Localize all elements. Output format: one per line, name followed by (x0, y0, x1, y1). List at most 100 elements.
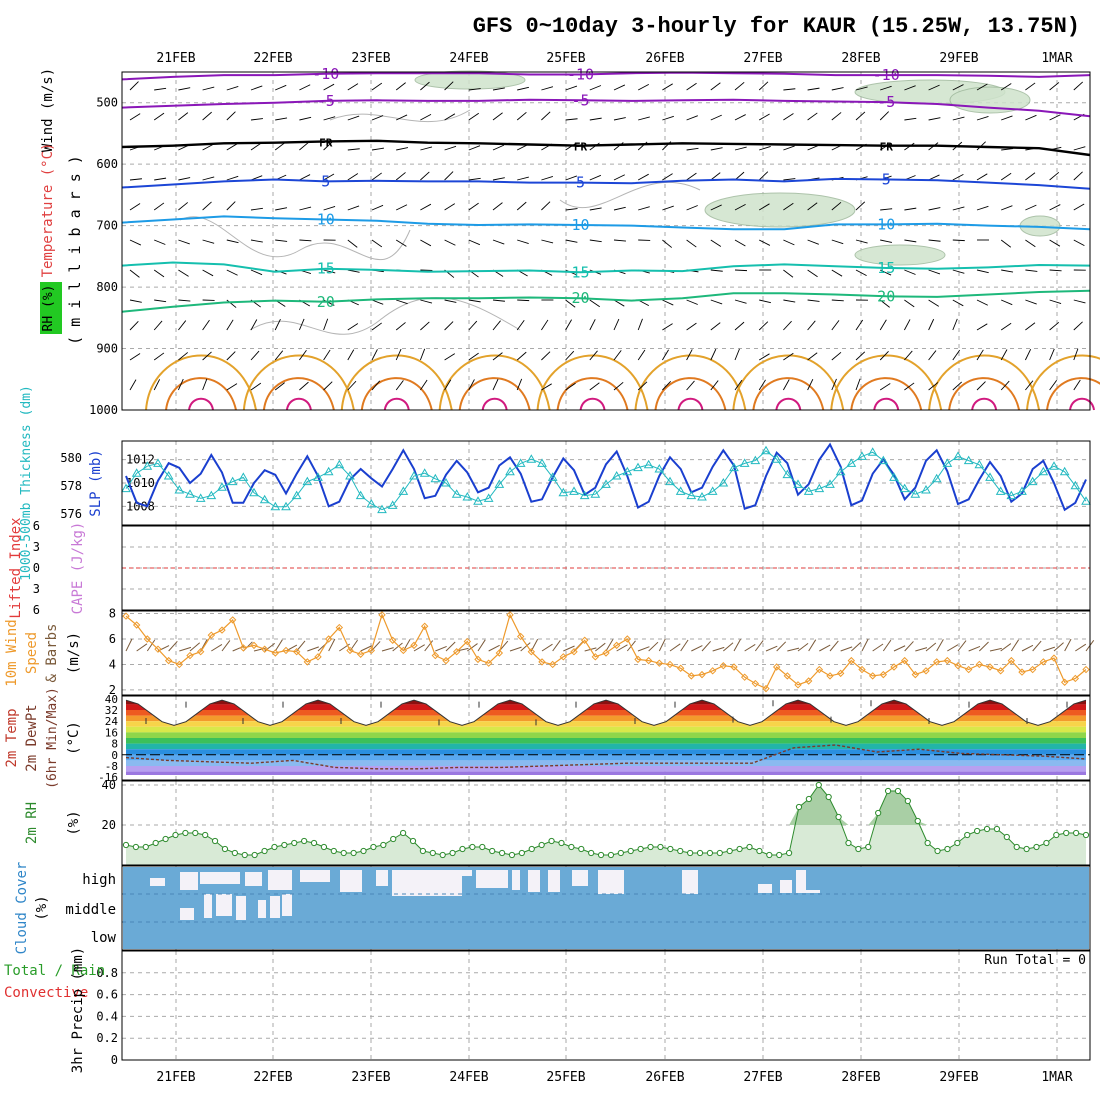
thickness-marker (217, 482, 227, 491)
wind-barb (299, 206, 312, 211)
cloud-gap (180, 872, 198, 890)
wind-barb (129, 269, 140, 278)
thickness-tick-label: 576 (60, 507, 82, 521)
wind-barb (250, 175, 263, 181)
wind-speed-marker (1060, 678, 1069, 686)
wind-barb (807, 299, 820, 302)
isotherm-30 (654, 377, 727, 411)
thickness-marker (451, 489, 462, 498)
wind-barb (662, 115, 674, 121)
temp-band (126, 715, 1086, 722)
thickness-marker (323, 466, 334, 476)
wind-barb (1073, 171, 1083, 181)
rh-marker (419, 847, 427, 855)
wind-barb (444, 145, 457, 151)
rh-marker (162, 835, 169, 843)
wind-barb (928, 318, 935, 331)
rh-marker (597, 851, 605, 859)
wind-barb (444, 299, 457, 303)
wind-barb (250, 207, 263, 211)
wind-barb (855, 86, 868, 91)
wind-barb (371, 82, 383, 91)
wind-barb (153, 112, 165, 121)
instability-tick-label: 3 (33, 540, 40, 554)
wind-speed-marker (879, 670, 888, 679)
wind-barb (904, 117, 917, 121)
wind-barb (904, 641, 914, 652)
wind-barb (492, 202, 503, 211)
wind-barb (477, 639, 486, 652)
thickness-marker (419, 468, 430, 477)
wind-barb (710, 239, 722, 247)
slp-tick-label: 1008 (126, 499, 155, 513)
rh-marker (795, 803, 803, 811)
cloud-gap (245, 872, 262, 886)
wind-speed-marker (847, 656, 856, 665)
cloud-gap (476, 870, 508, 888)
isotherm-35 (285, 397, 312, 411)
date-label-bottom: 1MAR (1041, 1070, 1072, 1085)
thickness-marker (1006, 490, 1017, 500)
wind-barb (226, 143, 238, 151)
wind-barb (178, 269, 189, 277)
date-label-top: 23FEB (351, 51, 390, 66)
wind-barb (1049, 299, 1062, 304)
panel-frames (121, 71, 1091, 1061)
cloud-gap (512, 870, 520, 890)
rh-marker (855, 845, 862, 853)
wind-barb (880, 239, 893, 243)
wind-barb (445, 641, 456, 652)
wind-barb (347, 83, 359, 91)
wind-barb (589, 174, 602, 181)
wind-barb (754, 640, 764, 652)
wind-barb (541, 643, 553, 652)
pressure-tick-label: 1000 (89, 403, 118, 417)
rh-marker (934, 847, 941, 855)
wind-barb (613, 117, 626, 121)
thickness-marker (601, 479, 611, 488)
wind-barb (129, 113, 141, 121)
wind-barb (424, 640, 434, 652)
wind-barb (468, 379, 475, 391)
wind-barb (492, 87, 505, 91)
date-label-bottom: 29FEB (939, 1070, 978, 1085)
wind-barb (275, 239, 288, 242)
wind-barb (1073, 299, 1086, 304)
wind-barb (371, 172, 382, 181)
wind-barb (250, 319, 258, 331)
wind-barb (787, 647, 800, 652)
wind-speed-marker (463, 637, 472, 646)
wind-barb (517, 86, 529, 91)
thickness-marker (505, 466, 515, 476)
temp-color-bands (126, 700, 1086, 775)
cloud-gap (548, 870, 560, 892)
thickness-marker (1049, 461, 1059, 470)
wind-barb (226, 86, 239, 91)
wind-barb (1049, 82, 1060, 91)
wind-barb (468, 88, 481, 91)
thickness-marker (494, 479, 505, 488)
wind-barb (420, 299, 433, 304)
wind-barb (807, 379, 814, 391)
wind-barb (831, 378, 837, 391)
wind-barb (710, 269, 723, 272)
wind-barb (1001, 205, 1013, 211)
rh-marker (1033, 843, 1040, 851)
precip-tick-label: 0.4 (96, 1009, 118, 1023)
precip-legend-total: Total / Rain (4, 963, 105, 979)
wind-barb (662, 381, 672, 391)
wind-barb (420, 81, 430, 91)
wind-barb (1064, 638, 1072, 652)
isotherm-label: 10 (317, 210, 335, 228)
cloud-gap-mid (180, 908, 194, 920)
wind-tick-label: 8 (109, 607, 116, 621)
wind-barb (565, 208, 578, 211)
isotherm-35 (775, 397, 802, 411)
wind-barb (807, 87, 820, 91)
wind-barb (952, 116, 965, 121)
wind-barb (758, 239, 771, 246)
thickness-marker (1017, 486, 1027, 495)
wind-barb (669, 643, 681, 652)
thickness-marker (163, 470, 174, 480)
wind-barb (734, 299, 747, 304)
